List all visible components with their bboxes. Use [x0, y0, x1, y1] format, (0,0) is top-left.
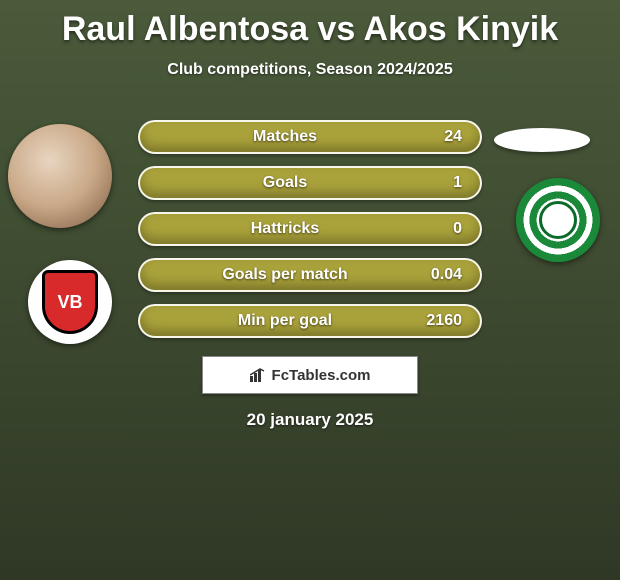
stat-value-right: 1 — [412, 174, 462, 192]
stat-label: Min per goal — [158, 312, 412, 330]
branding-text: FcTables.com — [272, 367, 371, 384]
stat-row-hattricks: Hattricks 0 — [138, 212, 482, 246]
stat-label: Goals — [158, 174, 412, 192]
stat-value-right: 24 — [412, 128, 462, 146]
stat-label: Goals per match — [158, 266, 412, 284]
branding-badge: FcTables.com — [202, 356, 418, 394]
stat-value-right: 2160 — [412, 312, 462, 330]
player1-avatar — [8, 124, 112, 228]
vs-text: vs — [318, 10, 356, 48]
subtitle: Club competitions, Season 2024/2025 — [0, 61, 620, 79]
stat-label: Hattricks — [158, 220, 412, 238]
stat-row-matches: Matches 24 — [138, 120, 482, 154]
stats-container: Matches 24 Goals 1 Hattricks 0 Goals per… — [138, 120, 482, 350]
chart-icon — [250, 368, 268, 382]
stat-value-right: 0 — [412, 220, 462, 238]
player1-name: Raul Albentosa — [62, 10, 308, 48]
player2-avatar — [494, 128, 590, 152]
player1-club-logo: VB — [28, 260, 112, 344]
club2-badge — [539, 201, 577, 239]
player2-club-logo — [516, 178, 600, 262]
date-text: 20 january 2025 — [0, 410, 620, 430]
stat-label: Matches — [158, 128, 412, 146]
stat-row-min-per-goal: Min per goal 2160 — [138, 304, 482, 338]
stat-row-goals-per-match: Goals per match 0.04 — [138, 258, 482, 292]
player2-name: Akos Kinyik — [364, 10, 559, 48]
club1-badge: VB — [42, 270, 98, 334]
stat-row-goals: Goals 1 — [138, 166, 482, 200]
comparison-title: Raul Albentosa vs Akos Kinyik — [0, 0, 620, 49]
stat-value-right: 0.04 — [412, 266, 462, 284]
